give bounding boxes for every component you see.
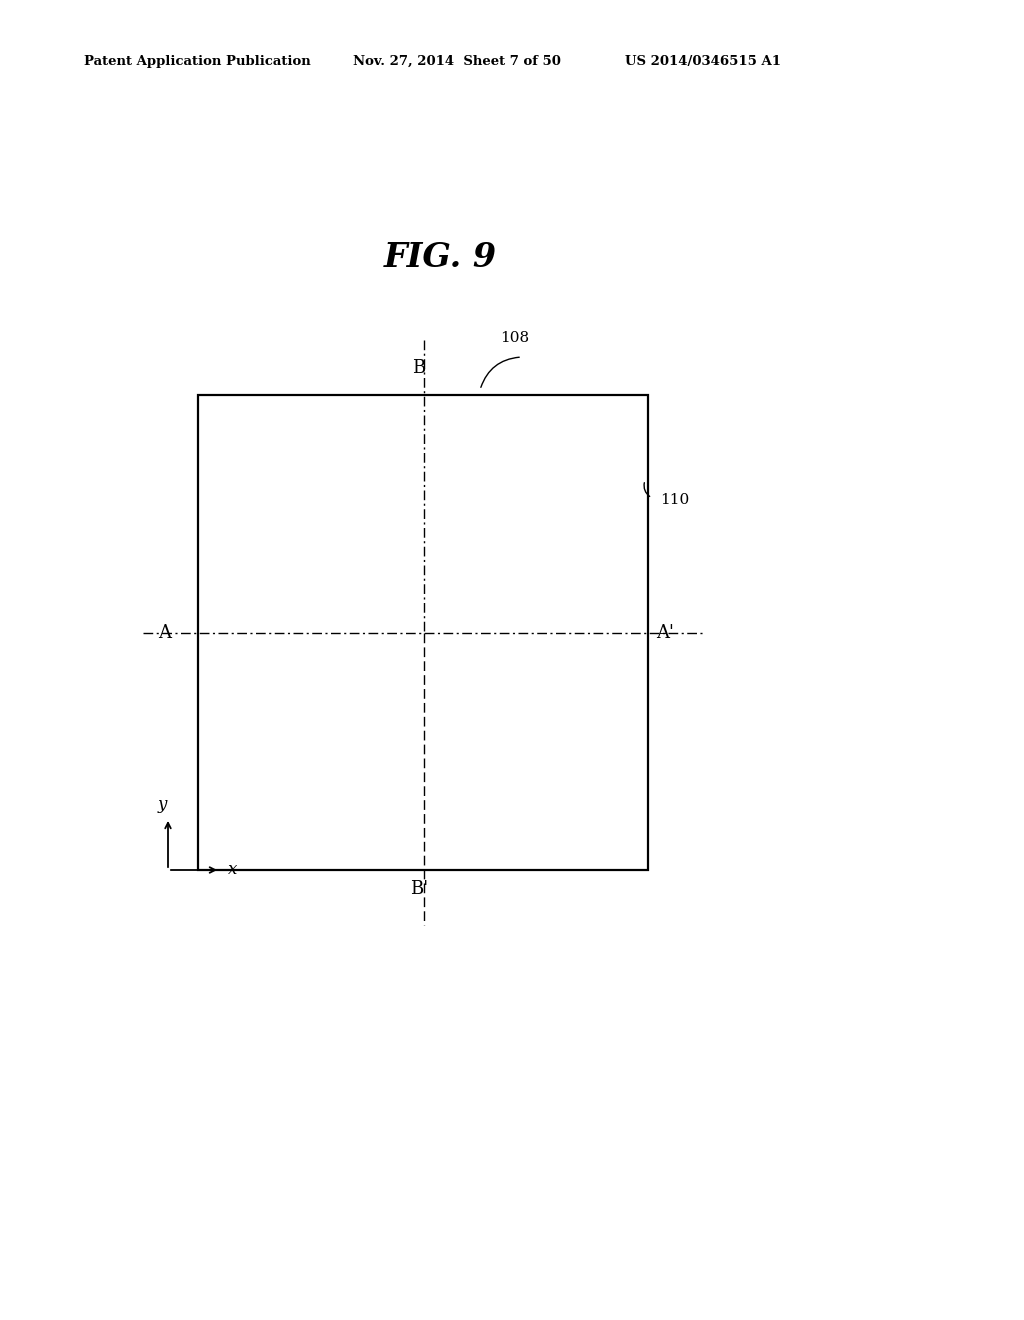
Text: Nov. 27, 2014  Sheet 7 of 50: Nov. 27, 2014 Sheet 7 of 50 (353, 55, 561, 67)
Text: x: x (228, 862, 238, 879)
Text: B: B (413, 359, 426, 378)
Text: FIG. 9: FIG. 9 (384, 240, 497, 273)
Bar (198, 395, 648, 870)
Text: 108: 108 (500, 331, 529, 345)
Text: y: y (158, 796, 167, 813)
Text: A': A' (656, 624, 674, 642)
Text: B': B' (410, 880, 428, 898)
Text: A: A (159, 624, 171, 642)
Text: Patent Application Publication: Patent Application Publication (84, 55, 310, 67)
Text: US 2014/0346515 A1: US 2014/0346515 A1 (625, 55, 780, 67)
Text: 110: 110 (660, 492, 689, 507)
